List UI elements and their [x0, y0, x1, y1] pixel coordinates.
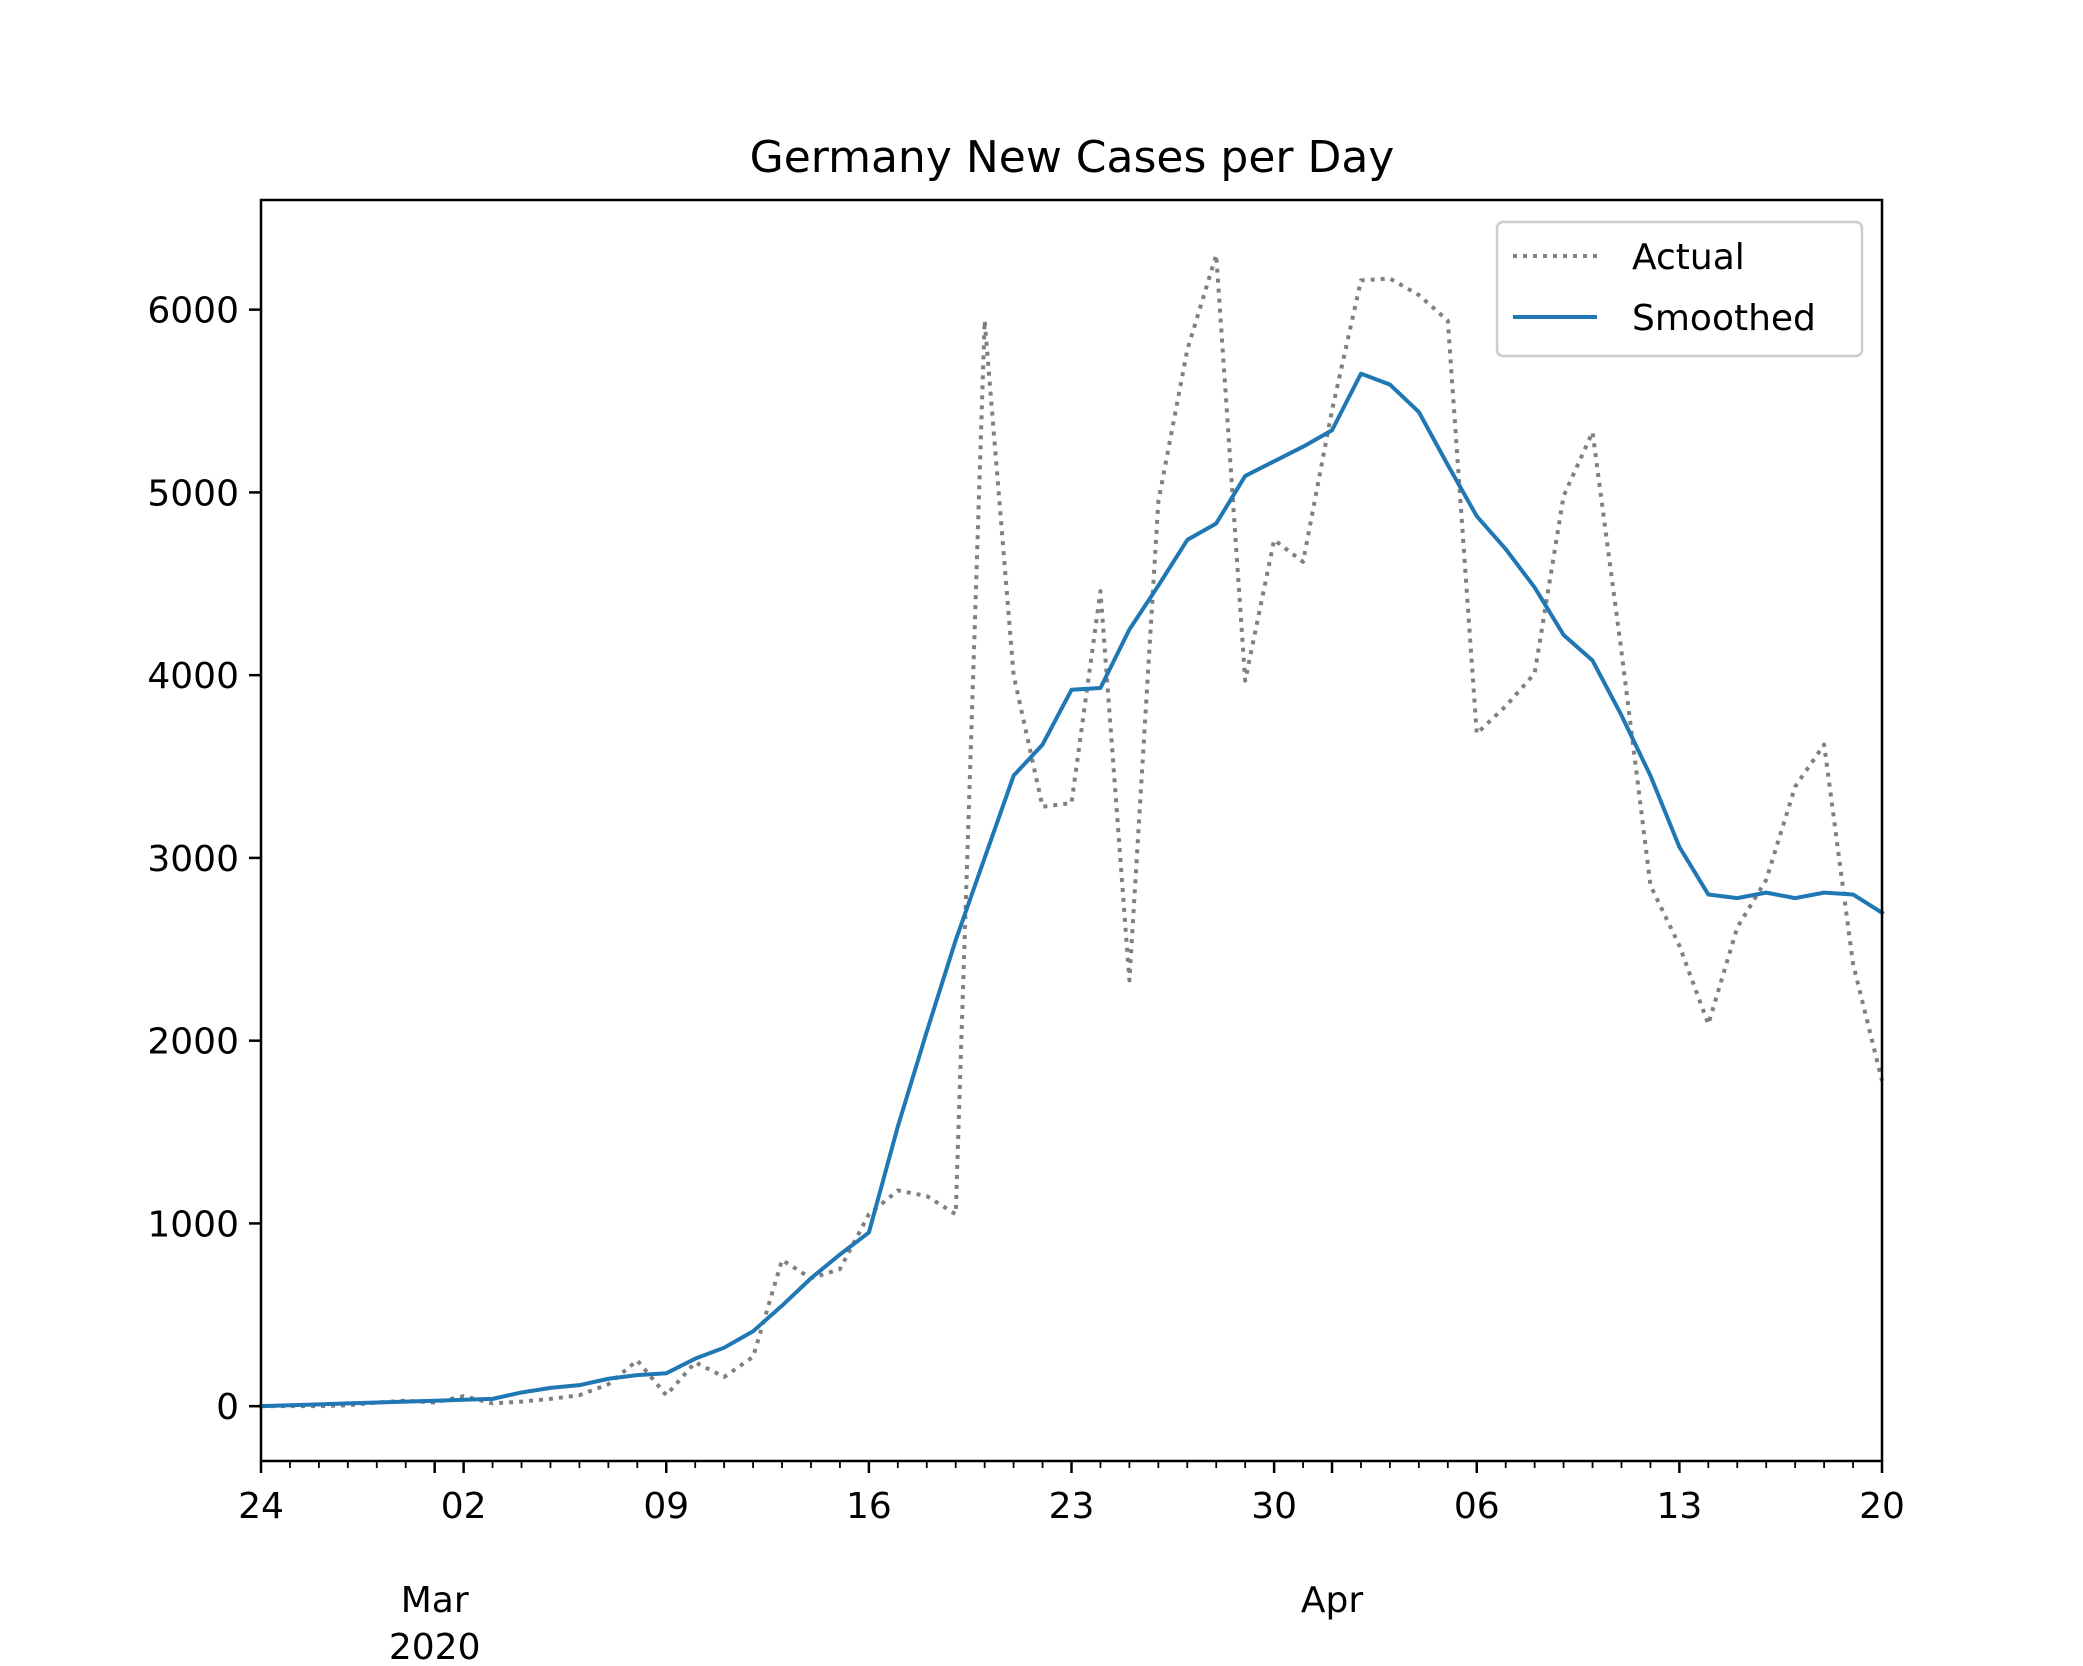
legend-label-actual: Actual — [1632, 237, 1745, 278]
legend-label-smoothed: Smoothed — [1632, 298, 1816, 339]
x-year-label: 2020 — [389, 1627, 481, 1666]
x-tick-label: 16 — [846, 1486, 892, 1527]
x-axis: 24 02 09 16 23 30 06 13 20 Mar 2020 Apr — [238, 1461, 1905, 1666]
y-tick-label: 2000 — [147, 1022, 239, 1063]
y-tick-label: 4000 — [147, 656, 239, 697]
series-line-actual — [261, 252, 1884, 1409]
y-tick-label: 3000 — [147, 839, 239, 880]
series-layer — [258, 252, 1885, 1409]
x-tick-label: 20 — [1859, 1486, 1905, 1527]
y-tick-label: 1000 — [147, 1204, 239, 1245]
x-tick-label: 24 — [238, 1486, 284, 1527]
x-tick-label: 09 — [643, 1486, 689, 1527]
legend-box — [1495, 220, 1864, 358]
x-month-label: Apr — [1301, 1580, 1363, 1621]
x-tick-label: 13 — [1656, 1486, 1702, 1527]
x-tick-label: 30 — [1251, 1486, 1297, 1527]
chart-title: Germany New Cases per Day — [750, 132, 1395, 183]
x-month-label: Mar — [401, 1580, 469, 1621]
legend: Actual Smoothed — [1495, 220, 1864, 358]
y-tick-label: 6000 — [147, 291, 239, 332]
x-tick-label: 23 — [1049, 1486, 1095, 1527]
x-tick-label: 06 — [1454, 1486, 1500, 1527]
y-tick-label: 5000 — [147, 473, 239, 514]
series-line-smoothed — [258, 371, 1885, 1409]
x-tick-label: 02 — [441, 1486, 487, 1527]
y-tick-label: 0 — [216, 1387, 239, 1428]
y-axis: 0 1000 2000 3000 4000 5000 6000 — [147, 291, 261, 1428]
